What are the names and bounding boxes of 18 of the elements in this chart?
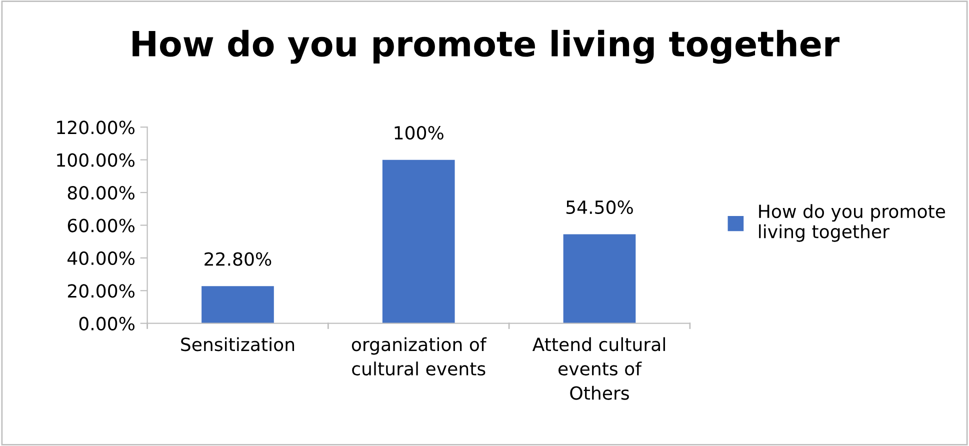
bar [563,234,636,324]
y-tick-label: 40.00% [68,251,134,266]
bar [202,286,274,324]
x-tick-label: Attend cultural events of Others [532,337,665,400]
y-tick-label: 100.00% [57,153,134,167]
y-tick-label: 120.00% [57,120,134,134]
y-tick-label: 60.00% [68,218,134,232]
y-tick-label: 0.00% [79,316,134,330]
data-label: 54.50% [566,200,633,214]
bar [382,160,455,324]
x-tick-label: organization of cultural events [352,337,487,376]
legend-label: How do you promote living together [759,204,946,242]
y-tick-label: 20.00% [68,284,134,298]
data-label: 22.80% [204,252,272,266]
chart-title: How do you promote living together [132,30,840,64]
x-tick-label: Sensitization [181,337,294,352]
data-label: 100% [394,126,444,140]
y-tick-label: 80.00% [68,186,134,200]
